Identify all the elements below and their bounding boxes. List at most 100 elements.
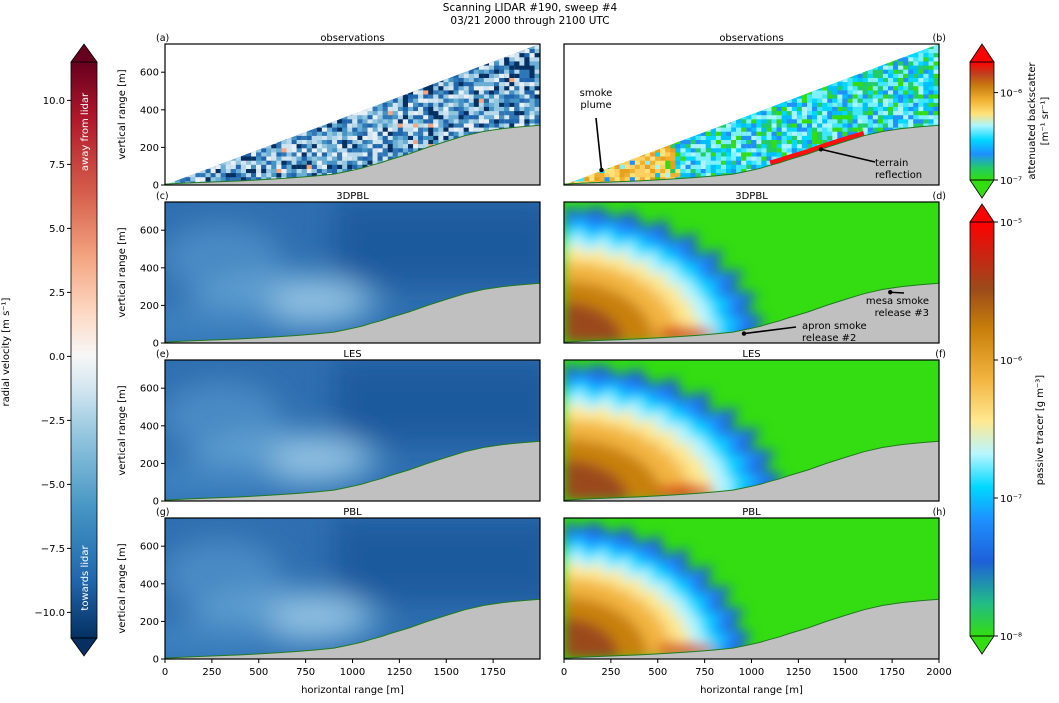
y-tick-label: 600 [140, 542, 159, 553]
panel-title: PBL [343, 507, 362, 518]
x-axis-label: horizontal range [m] [301, 685, 404, 696]
panel-c: 3DPBL (c) 0 200 400 600 vertical range [m] [117, 191, 541, 350]
panel-letter: (g) [156, 507, 169, 518]
colorbar-top-text: away from lidar [80, 92, 91, 171]
panel-a: observations (a) 0 200 400 600 vertical range … [117, 33, 541, 192]
y-tick-label: 400 [140, 105, 159, 116]
x-tick-label: 750 [695, 667, 714, 678]
x-tick-label: 250 [202, 667, 221, 678]
x-tick-label: 1000 [340, 667, 365, 678]
colorbar-extend-top [969, 43, 995, 63]
y-axis-label: vertical range [m] [117, 543, 128, 633]
panel-title: observations [719, 33, 783, 44]
y-axis-label: vertical range [m] [117, 385, 128, 475]
x-tick-label: 0 [561, 667, 567, 678]
colorbar-tick-label: −10.0 [34, 608, 65, 619]
annotation-arrowhead [888, 290, 893, 295]
colorbar-label-units: [m⁻¹ sr⁻¹] [1040, 97, 1051, 146]
colorbar-extend-top [969, 203, 995, 223]
y-tick-label: 200 [140, 617, 159, 628]
panel-letter: (c) [156, 191, 169, 202]
panel-letter: (e) [156, 349, 169, 360]
annotation-text: apron smoke [802, 321, 867, 332]
x-tick-label: 0 [162, 667, 168, 678]
y-tick-label: 400 [140, 421, 159, 432]
colorbar-tick-label: 10⁻⁸ [1000, 632, 1022, 643]
panel-title: LES [343, 349, 361, 360]
panel-letter: (d) [933, 191, 946, 202]
colorbar-tick-label: 10⁻⁶ [1000, 356, 1022, 367]
colorbar-tick-label: −7.5 [41, 544, 65, 555]
y-tick-label: 0 [153, 655, 159, 666]
x-tick-label: 1750 [879, 667, 904, 678]
annotation-text: mesa smoke [866, 296, 929, 307]
panel-g: PBL (g) 0 200 400 600 vertical range [m] 0 250 50… [117, 507, 541, 696]
y-tick-label: 200 [140, 459, 159, 470]
x-tick-label: 1750 [480, 667, 505, 678]
colorbar-passive-tracer: 10⁻⁵ 10⁻⁶ 10⁻⁷ 10⁻⁸ passive tracer [g m⁻³] [969, 203, 1046, 655]
panel-frame [164, 201, 541, 344]
colorbar-tick-label: 10.0 [43, 96, 65, 107]
annotation-arrow [890, 291, 905, 294]
figure-title-line1: Scanning LIDAR #190, sweep #4 [443, 2, 618, 14]
colorbar-tick-label: 10⁻⁷ [1000, 176, 1022, 187]
annotation-arrow [820, 148, 876, 163]
colorbar-fill [970, 222, 994, 636]
colorbar-tick-label: 7.5 [49, 160, 65, 171]
panel-title: LES [742, 349, 760, 360]
y-axis-label: vertical range [m] [117, 69, 128, 159]
annotation-text: reflection [875, 170, 922, 181]
y-tick-label: 600 [140, 384, 159, 395]
y-tick-label: 0 [153, 497, 159, 508]
annotation-text: smoke [580, 88, 613, 99]
x-axis-label: horizontal range [m] [700, 685, 803, 696]
panel-title: 3DPBL [735, 191, 768, 202]
panel-letter: (a) [156, 33, 169, 44]
y-tick-label: 400 [140, 263, 159, 274]
colorbar-group: 10.0 7.5 5.0 2.5 0.0 −2.5 −5.0 −7.5 −10.0 radial … [1, 43, 1051, 657]
figure-title-line2: 03/21 2000 through 2100 UTC [450, 15, 609, 27]
colorbar-tick-label: 2.5 [49, 288, 65, 299]
annotation-text: plume [580, 100, 611, 111]
colorbar-bottom-text: towards lidar [80, 545, 91, 611]
annotation-arrowhead [818, 147, 824, 152]
colorbar-label: radial velocity [m s⁻¹] [1, 297, 12, 406]
annotation-text: release #2 [802, 333, 856, 344]
colorbar-tick-label: 5.0 [49, 224, 65, 235]
x-tick-label: 250 [601, 667, 620, 678]
colorbar-extend-bottom [70, 637, 98, 657]
colorbar-tick-label: 10⁻⁶ [1000, 89, 1022, 100]
colorbar-radial-velocity: 10.0 7.5 5.0 2.5 0.0 −2.5 −5.0 −7.5 −10.0 radial … [1, 43, 98, 657]
panel-letter: (b) [933, 33, 946, 44]
y-tick-label: 200 [140, 143, 159, 154]
panel-h: PBL (h) 0 250 500 750 1000 1250 1500 1750 2000 hori… [561, 507, 952, 696]
annotation-arrow [595, 117, 603, 171]
y-tick-label: 0 [153, 339, 159, 350]
panel-letter: (f) [935, 349, 946, 360]
annotation-arrowhead [599, 167, 604, 173]
colorbar-attenuated-backscatter: 10⁻⁶ 10⁻⁷ attenuated backscatter [m⁻¹ sr⁻¹] [969, 43, 1051, 199]
colorbar-tick-label: −5.0 [41, 480, 65, 491]
colorbar-extend-bottom [969, 635, 995, 655]
panel-frame [563, 43, 940, 186]
panel-f: LES (f) [563, 349, 946, 502]
y-tick-label: 600 [140, 226, 159, 237]
colorbar-label: passive tracer [g m⁻³] [1035, 375, 1046, 485]
y-tick-label: 400 [140, 579, 159, 590]
panel-frame [164, 359, 541, 502]
colorbar-tick-label: 0.0 [49, 352, 65, 363]
panel-frame [563, 201, 940, 344]
annotation-text: terrain [875, 158, 908, 169]
x-tick-label: 1250 [387, 667, 412, 678]
annotation-arrowhead [741, 331, 747, 336]
x-tick-label: 1500 [434, 667, 459, 678]
colorbar-frame [969, 221, 995, 637]
x-tick-label: 2000 [926, 667, 951, 678]
colorbar-frame [969, 61, 995, 181]
colorbar-tick-label: −2.5 [41, 416, 65, 427]
panel-grid: observations (a) 0 200 400 600 vertical range … [117, 33, 952, 696]
x-tick-label: 1250 [786, 667, 811, 678]
